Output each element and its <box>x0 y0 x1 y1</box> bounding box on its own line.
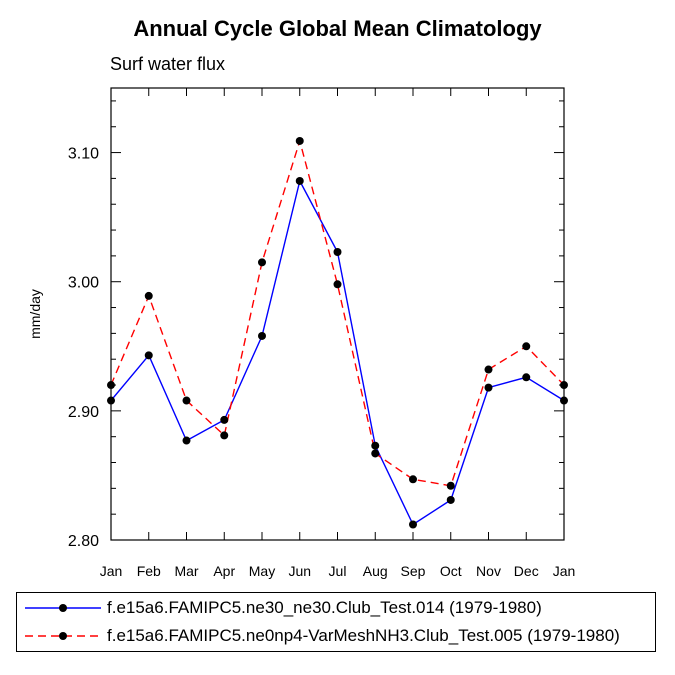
x-tick-label: Mar <box>174 563 198 579</box>
data-point <box>295 136 304 145</box>
data-point <box>107 396 115 405</box>
axis-ticks: Jan Feb Mar Apr May Jun Jul Aug Sep Oct Nov Dec Jan2… <box>68 88 575 579</box>
data-point <box>220 415 229 424</box>
data-point <box>182 436 191 445</box>
y-axis-label: mm/day <box>27 289 43 339</box>
data-point <box>409 520 417 529</box>
legend-item: f.e15a6.FAMIPC5.ne0np4-VarMeshNH3.Club_T… <box>17 623 655 651</box>
x-tick-label: Aug <box>363 563 388 579</box>
data-point <box>484 383 493 392</box>
data-point <box>446 481 455 490</box>
data-point <box>371 449 380 458</box>
y-tick-label: 3.10 <box>68 146 99 163</box>
data-point <box>220 431 229 440</box>
data-point <box>182 396 191 405</box>
x-tick-label: May <box>249 563 275 579</box>
series-line <box>110 179 565 526</box>
legend-item: f.e15a6.FAMIPC5.ne30_ne30.Club_Test.014 … <box>17 595 655 623</box>
data-point <box>258 331 266 340</box>
x-tick-label: Jan <box>100 563 123 579</box>
chart-subtitle: Surf water flux <box>110 54 226 74</box>
legend-line-swatch <box>25 604 101 612</box>
x-tick-label: Feb <box>137 563 161 579</box>
legend-label: f.e15a6.FAMIPC5.ne0np4-VarMeshNH3.Club_T… <box>107 626 620 645</box>
x-tick-label: Jun <box>288 563 311 579</box>
data-point <box>371 441 380 450</box>
x-tick-label: Sep <box>401 563 426 579</box>
data-point <box>484 365 493 374</box>
x-tick-label: Jan <box>553 563 576 579</box>
data-point <box>295 176 304 185</box>
data-point <box>560 381 568 390</box>
data-point <box>409 475 417 484</box>
series-layer <box>107 136 568 529</box>
data-point <box>258 258 266 267</box>
x-tick-label: Oct <box>440 563 462 579</box>
series-line <box>110 138 565 487</box>
y-tick-label: 3.00 <box>68 275 99 292</box>
chart-title: Annual Cycle Global Mean Climatology <box>133 16 542 41</box>
legend-line-swatch <box>25 632 101 640</box>
data-point <box>333 280 342 289</box>
x-tick-label: Apr <box>213 563 235 579</box>
data-point <box>144 291 153 300</box>
x-tick-label: Nov <box>476 563 501 579</box>
data-point <box>144 351 153 360</box>
line-chart: Jan Feb Mar Apr May Jun Jul Aug Sep Oct Nov Dec Jan2… <box>27 87 575 579</box>
data-point <box>522 373 531 382</box>
data-point <box>107 381 115 390</box>
data-point <box>560 396 568 405</box>
x-tick-label: Dec <box>514 563 539 579</box>
data-point <box>446 495 455 504</box>
y-tick-label: 2.90 <box>68 404 99 421</box>
legend-label: f.e15a6.FAMIPC5.ne30_ne30.Club_Test.014 … <box>107 598 542 617</box>
data-point <box>522 342 531 351</box>
x-tick-label: Jul <box>329 563 347 579</box>
y-tick-label: 2.80 <box>68 533 99 550</box>
data-point <box>333 248 342 257</box>
plot-frame <box>110 87 565 541</box>
legend: f.e15a6.FAMIPC5.ne30_ne30.Club_Test.014 … <box>16 592 656 652</box>
